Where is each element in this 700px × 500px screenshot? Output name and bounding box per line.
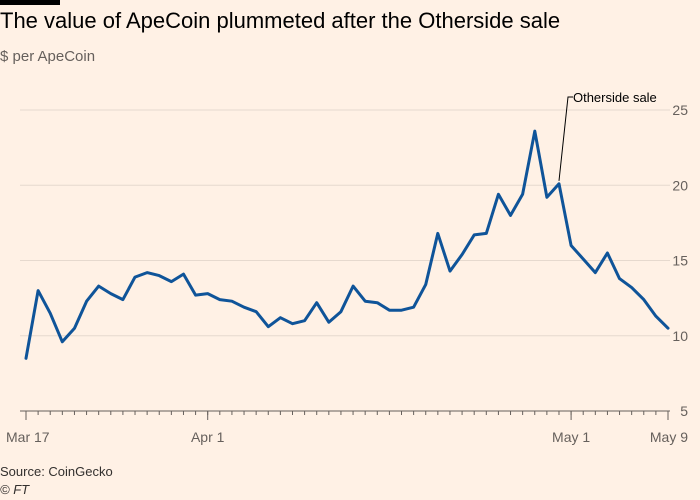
x-tick-label: May 9 (650, 429, 688, 445)
annotation-leader-line (558, 96, 573, 181)
y-axis-ticks: 5 10 15 20 25 (672, 102, 688, 419)
x-tick-label: Mar 17 (6, 429, 50, 445)
x-axis: Mar 17 Apr 1 May 1 May 9 (6, 410, 688, 445)
y-tick-label-10: 10 (672, 328, 688, 344)
chart-subtitle: $ per ApeCoin (0, 48, 96, 65)
y-tick-label-5: 5 (680, 403, 688, 419)
annotation-label: Otherside sale (573, 90, 657, 105)
y-tick-label-15: 15 (672, 253, 688, 269)
grid-lines (20, 109, 670, 337)
x-tick-label: May 1 (552, 429, 590, 445)
annotation-layer: Otherside sale (558, 90, 657, 181)
price-line (24, 129, 670, 360)
series-layer (24, 129, 670, 360)
y-tick-label-25: 25 (672, 102, 688, 118)
x-tick-label: Apr 1 (191, 429, 225, 445)
chart-title: The value of ApeCoin plummeted after the… (0, 8, 561, 33)
ft-credit: © FT (0, 482, 30, 497)
y-tick-label-20: 20 (672, 177, 688, 193)
source-note: Source: CoinGecko (0, 464, 113, 479)
brand-bar (0, 0, 60, 5)
